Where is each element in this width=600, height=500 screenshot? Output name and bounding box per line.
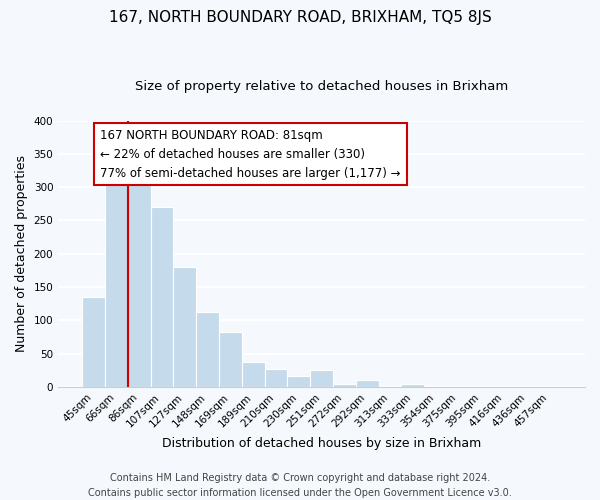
Y-axis label: Number of detached properties: Number of detached properties xyxy=(15,156,28,352)
Bar xyxy=(128,170,151,387)
Bar xyxy=(287,376,310,387)
Bar xyxy=(173,267,196,387)
Bar xyxy=(265,369,287,387)
Bar xyxy=(493,386,515,387)
Text: 167, NORTH BOUNDARY ROAD, BRIXHAM, TQ5 8JS: 167, NORTH BOUNDARY ROAD, BRIXHAM, TQ5 8… xyxy=(109,10,491,25)
Bar xyxy=(538,386,561,387)
Bar xyxy=(310,370,333,387)
Bar xyxy=(105,184,128,387)
Bar xyxy=(196,312,219,387)
X-axis label: Distribution of detached houses by size in Brixham: Distribution of detached houses by size … xyxy=(162,437,481,450)
Bar xyxy=(219,332,242,387)
Bar xyxy=(333,384,356,387)
Title: Size of property relative to detached houses in Brixham: Size of property relative to detached ho… xyxy=(135,80,508,93)
Text: Contains HM Land Registry data © Crown copyright and database right 2024.
Contai: Contains HM Land Registry data © Crown c… xyxy=(88,472,512,498)
Bar xyxy=(356,380,379,387)
Bar xyxy=(447,386,470,387)
Bar xyxy=(82,297,105,387)
Bar xyxy=(242,362,265,387)
Text: 167 NORTH BOUNDARY ROAD: 81sqm
← 22% of detached houses are smaller (330)
77% of: 167 NORTH BOUNDARY ROAD: 81sqm ← 22% of … xyxy=(100,128,401,180)
Bar xyxy=(401,384,424,387)
Bar xyxy=(151,207,173,387)
